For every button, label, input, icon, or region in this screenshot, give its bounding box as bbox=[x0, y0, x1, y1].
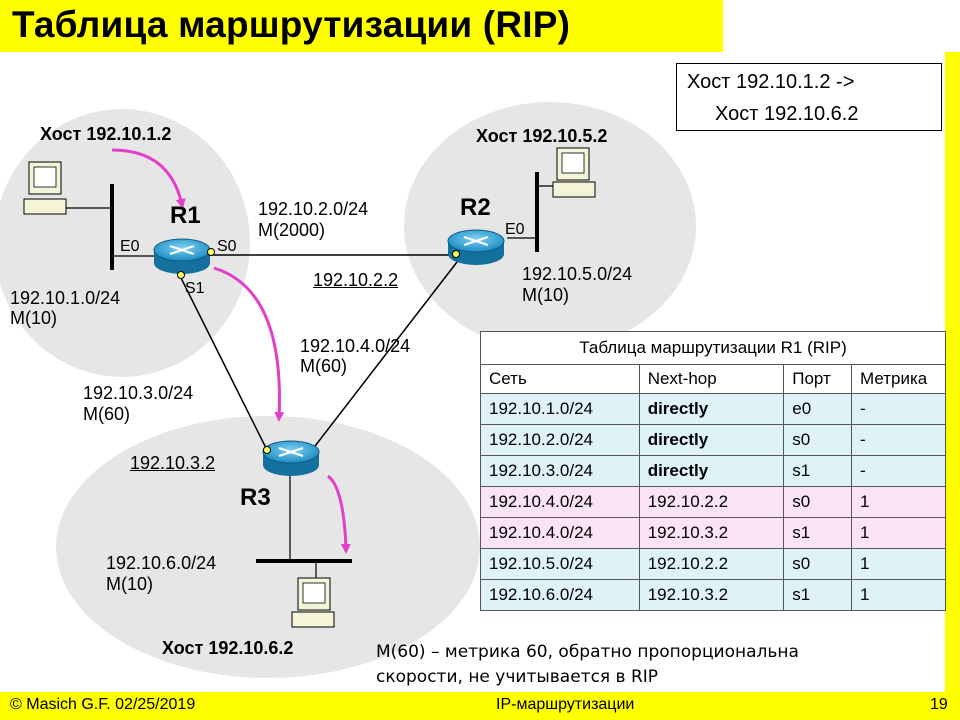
net-3-metric: M(60) bbox=[83, 404, 131, 424]
routing-table: Таблица маршрутизации R1 (RIP) Сеть Next… bbox=[480, 331, 947, 611]
cell-hop: 192.10.3.2 bbox=[638, 517, 785, 549]
footer-copyright: © Masich G.F. 02/25/2019 bbox=[10, 696, 196, 713]
table-caption-row: Таблица маршрутизации R1 (RIP) bbox=[480, 331, 946, 365]
cell-port: s1 bbox=[783, 455, 852, 487]
port-r2-e0: E0 bbox=[505, 221, 525, 238]
cell-hop: 192.10.3.2 bbox=[638, 579, 785, 611]
net-1-metric: M(10) bbox=[10, 308, 58, 328]
net-3-addr: 192.10.3.0/24 bbox=[83, 383, 194, 403]
title-bar bbox=[0, 0, 723, 52]
lan-cloud-6 bbox=[56, 416, 480, 678]
cell-port: s0 bbox=[783, 486, 852, 518]
host-label-5: Хост 192.10.5.2 bbox=[476, 126, 608, 146]
metric-note-line1: M(60) – метрика 60, обратно пропорционал… bbox=[376, 642, 799, 662]
net-2-addr: 192.10.2.0/24 bbox=[258, 199, 369, 219]
table-row: 192.10.3.0/24 directly s1 - bbox=[480, 455, 947, 487]
footer-page-number: 19 bbox=[930, 696, 948, 713]
net-5-addr: 192.10.5.0/24 bbox=[522, 264, 633, 284]
footer-bar: © Masich G.F. 02/25/2019 IP-маршрутизаци… bbox=[0, 692, 960, 720]
router-r3-icon bbox=[262, 440, 320, 476]
link-r3-r2 bbox=[311, 261, 458, 451]
host-label-6: Хост 192.10.6.2 bbox=[162, 638, 294, 658]
router-r1-icon bbox=[153, 238, 211, 274]
route-arrow-2 bbox=[213, 266, 285, 422]
route-box-line2: Хост 192.10.6.2 bbox=[715, 103, 859, 125]
cell-metric: 1 bbox=[850, 548, 947, 580]
cell-net: 192.10.4.0/24 bbox=[480, 486, 640, 518]
net-2-metric: M(2000) bbox=[258, 220, 326, 240]
route-arrow-1 bbox=[111, 148, 186, 209]
lan-cloud-1 bbox=[0, 109, 250, 377]
cell-hop: directly bbox=[638, 455, 785, 487]
router-label-r3: R3 bbox=[240, 484, 271, 511]
table-header-row: Сеть Next-hop Порт Метрика bbox=[480, 364, 947, 394]
table-row: 192.10.4.0/24 192.10.2.2 s0 1 bbox=[480, 486, 947, 518]
cell-hop: directly bbox=[638, 393, 785, 425]
route-box-line1: Хост 192.10.1.2 -> bbox=[687, 71, 855, 93]
cell-port: s1 bbox=[783, 579, 852, 611]
table-row: 192.10.2.0/24 directly s0 - bbox=[480, 424, 947, 456]
cell-port: s1 bbox=[783, 517, 852, 549]
cell-net: 192.10.5.0/24 bbox=[480, 548, 640, 580]
iface-r2-serial: 192.10.2.2 bbox=[313, 270, 399, 290]
table-row: 192.10.4.0/24 192.10.3.2 s1 1 bbox=[480, 517, 947, 549]
router-label-r2: R2 bbox=[460, 194, 491, 221]
computer-host1-icon bbox=[23, 161, 67, 215]
net-4-addr: 192.10.4.0/24 bbox=[300, 336, 411, 356]
cell-net: 192.10.1.0/24 bbox=[480, 393, 640, 425]
port-r1-s1: S1 bbox=[185, 280, 205, 297]
right-accent-bar bbox=[945, 52, 960, 692]
host-label-1: Хост 192.10.1.2 bbox=[40, 124, 172, 144]
cell-metric: 1 bbox=[850, 486, 947, 518]
col-header-net: Сеть bbox=[480, 364, 640, 394]
cell-metric: - bbox=[850, 393, 947, 425]
lan-cloud-5 bbox=[404, 102, 696, 350]
router-r2-icon bbox=[447, 229, 505, 265]
net-6-addr: 192.10.6.0/24 bbox=[106, 553, 217, 573]
table-row: 192.10.1.0/24 directly e0 - bbox=[480, 393, 947, 425]
col-header-metric: Метрика bbox=[850, 364, 947, 394]
col-header-hop: Next-hop bbox=[638, 364, 785, 394]
cell-hop: 192.10.2.2 bbox=[638, 486, 785, 518]
port-r1-s0: S0 bbox=[217, 238, 237, 255]
route-arrow-3 bbox=[326, 474, 351, 554]
cell-port: s0 bbox=[783, 548, 852, 580]
table-row: 192.10.6.0/24 192.10.3.2 s1 1 bbox=[480, 579, 947, 611]
table-caption: Таблица маршрутизации R1 (RIP) bbox=[480, 331, 946, 365]
metric-note-line2: скорости, не учитывается в RIP bbox=[376, 667, 659, 687]
cell-net: 192.10.4.0/24 bbox=[480, 517, 640, 549]
cell-metric: 1 bbox=[850, 517, 947, 549]
net-6-metric: M(10) bbox=[106, 574, 154, 594]
port-r1-e0: E0 bbox=[120, 238, 140, 255]
cell-metric: - bbox=[850, 424, 947, 456]
cell-net: 192.10.6.0/24 bbox=[480, 579, 640, 611]
cell-metric: - bbox=[850, 455, 947, 487]
link-r1-r3 bbox=[179, 275, 269, 453]
cell-hop: 192.10.2.2 bbox=[638, 548, 785, 580]
cell-port: e0 bbox=[783, 393, 852, 425]
computer-host6-icon bbox=[291, 577, 335, 628]
net-5-metric: M(10) bbox=[522, 285, 570, 305]
cell-hop: directly bbox=[638, 424, 785, 456]
net-4-metric: M(60) bbox=[300, 356, 348, 376]
col-header-port: Порт bbox=[783, 364, 852, 394]
cell-net: 192.10.3.0/24 bbox=[480, 455, 640, 487]
table-row: 192.10.5.0/24 192.10.2.2 s0 1 bbox=[480, 548, 947, 580]
metric-note: M(60) – метрика 60, обратно пропорционал… bbox=[376, 640, 799, 690]
cell-net: 192.10.2.0/24 bbox=[480, 424, 640, 456]
iface-r3-serial: 192.10.3.2 bbox=[130, 453, 216, 473]
computer-host5-icon bbox=[552, 147, 596, 198]
cell-metric: 1 bbox=[850, 579, 947, 611]
footer-topic: IP-маршрутизации bbox=[496, 696, 635, 713]
page-title: Таблица маршрутизации (RIP) bbox=[12, 4, 571, 45]
router-label-r1: R1 bbox=[170, 202, 201, 229]
net-1-addr: 192.10.1.0/24 bbox=[10, 288, 121, 308]
route-box: Хост 192.10.1.2 -> Хост 192.10.6.2 bbox=[676, 63, 942, 131]
cell-port: s0 bbox=[783, 424, 852, 456]
